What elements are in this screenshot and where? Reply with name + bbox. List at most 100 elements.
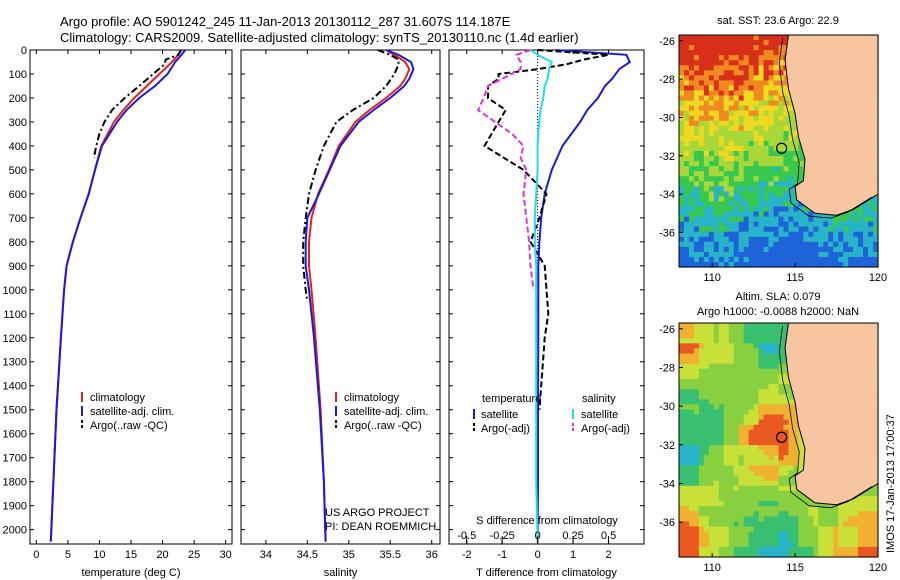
annotation-pi: PI: DEAN ROEMMICH (325, 521, 436, 533)
map-cell (698, 181, 705, 187)
map-cell (868, 216, 874, 223)
map-cell (783, 35, 790, 41)
map-cell (768, 501, 775, 507)
map-cell (743, 521, 750, 528)
map-cell (788, 221, 795, 228)
map-cell (723, 171, 730, 177)
map-cell (733, 201, 740, 208)
map-cell (788, 531, 795, 538)
map-cell (838, 531, 844, 538)
map-cell (743, 105, 750, 112)
map-cell (718, 241, 725, 248)
map-cell (683, 206, 690, 213)
map-cell (703, 261, 710, 268)
map-cell (778, 475, 785, 482)
map-cell (698, 226, 705, 233)
map-cell (858, 261, 864, 268)
map-cell (748, 521, 755, 528)
map-cell (758, 501, 765, 507)
map-cell (748, 404, 755, 411)
map-cell (688, 151, 695, 157)
map-cell (843, 241, 849, 248)
map-cell (773, 166, 780, 172)
map-cell (748, 115, 755, 122)
map-cell (848, 551, 854, 558)
map-cell (798, 445, 804, 451)
map-cell (723, 373, 730, 380)
map-cell (679, 399, 685, 405)
map-cell (683, 424, 690, 431)
map-cell (823, 506, 829, 512)
map-cell (758, 394, 765, 400)
map-cell (713, 328, 720, 334)
map-cell (718, 40, 725, 46)
map-cell (768, 100, 775, 107)
map-cell (818, 511, 824, 517)
map-cell (708, 378, 715, 385)
map-cell (708, 211, 715, 218)
map-cell (683, 251, 690, 258)
map-cell (758, 419, 765, 426)
map-cell (733, 211, 740, 218)
map-cell (753, 55, 760, 61)
map-cell (733, 551, 740, 558)
map-cell (758, 171, 765, 177)
map-cell (763, 226, 770, 233)
map-cell (848, 256, 854, 263)
map-cell (733, 181, 740, 187)
depth-tick-label: 800 (9, 237, 27, 249)
map-cell (738, 60, 745, 66)
map-cell (853, 526, 859, 533)
map-cell (818, 516, 824, 522)
map-cell (723, 323, 730, 329)
map-cell (863, 501, 869, 507)
map-cell (693, 196, 700, 203)
map-cell (708, 343, 715, 350)
map-cell (713, 521, 720, 528)
map-cell (718, 60, 725, 66)
map-cell (863, 246, 869, 253)
map-cell (693, 115, 700, 122)
map-cell (723, 409, 730, 416)
map-cell (703, 541, 710, 548)
map-cell (698, 368, 705, 375)
map-cell (808, 216, 814, 223)
map-cell (693, 470, 700, 477)
map-cell (703, 455, 710, 461)
map-cell (863, 506, 869, 512)
map-cell (823, 521, 829, 528)
map-cell (768, 55, 775, 61)
map-cell (698, 343, 705, 350)
map-cell (713, 145, 720, 152)
map-cell (698, 485, 705, 492)
map-cell (693, 236, 700, 243)
map-cell (688, 384, 695, 390)
map-cell (863, 546, 869, 553)
map-cell (748, 110, 755, 117)
map-cell (863, 511, 869, 517)
map-cell (733, 460, 740, 467)
map-cell (713, 65, 720, 71)
map-cell (733, 186, 740, 192)
map-cell (843, 261, 849, 268)
map-cell (778, 55, 785, 61)
map-cell (753, 404, 760, 411)
map-cell (768, 536, 775, 543)
map-cell (738, 551, 745, 558)
map-cell (753, 333, 760, 339)
map-cell (743, 536, 750, 543)
map-cell (768, 65, 775, 71)
map-cell (778, 353, 785, 360)
map-cell (833, 216, 839, 223)
map-cell (783, 495, 790, 502)
map-cell (753, 75, 760, 81)
map-cell (708, 409, 715, 416)
map-cell (873, 546, 879, 553)
map-cell (783, 516, 790, 522)
map-cell (763, 171, 770, 177)
map-cell (798, 156, 804, 162)
map-cell (698, 60, 705, 66)
map-cell (788, 226, 795, 233)
map-cell (768, 45, 775, 51)
map-cell (728, 115, 735, 122)
